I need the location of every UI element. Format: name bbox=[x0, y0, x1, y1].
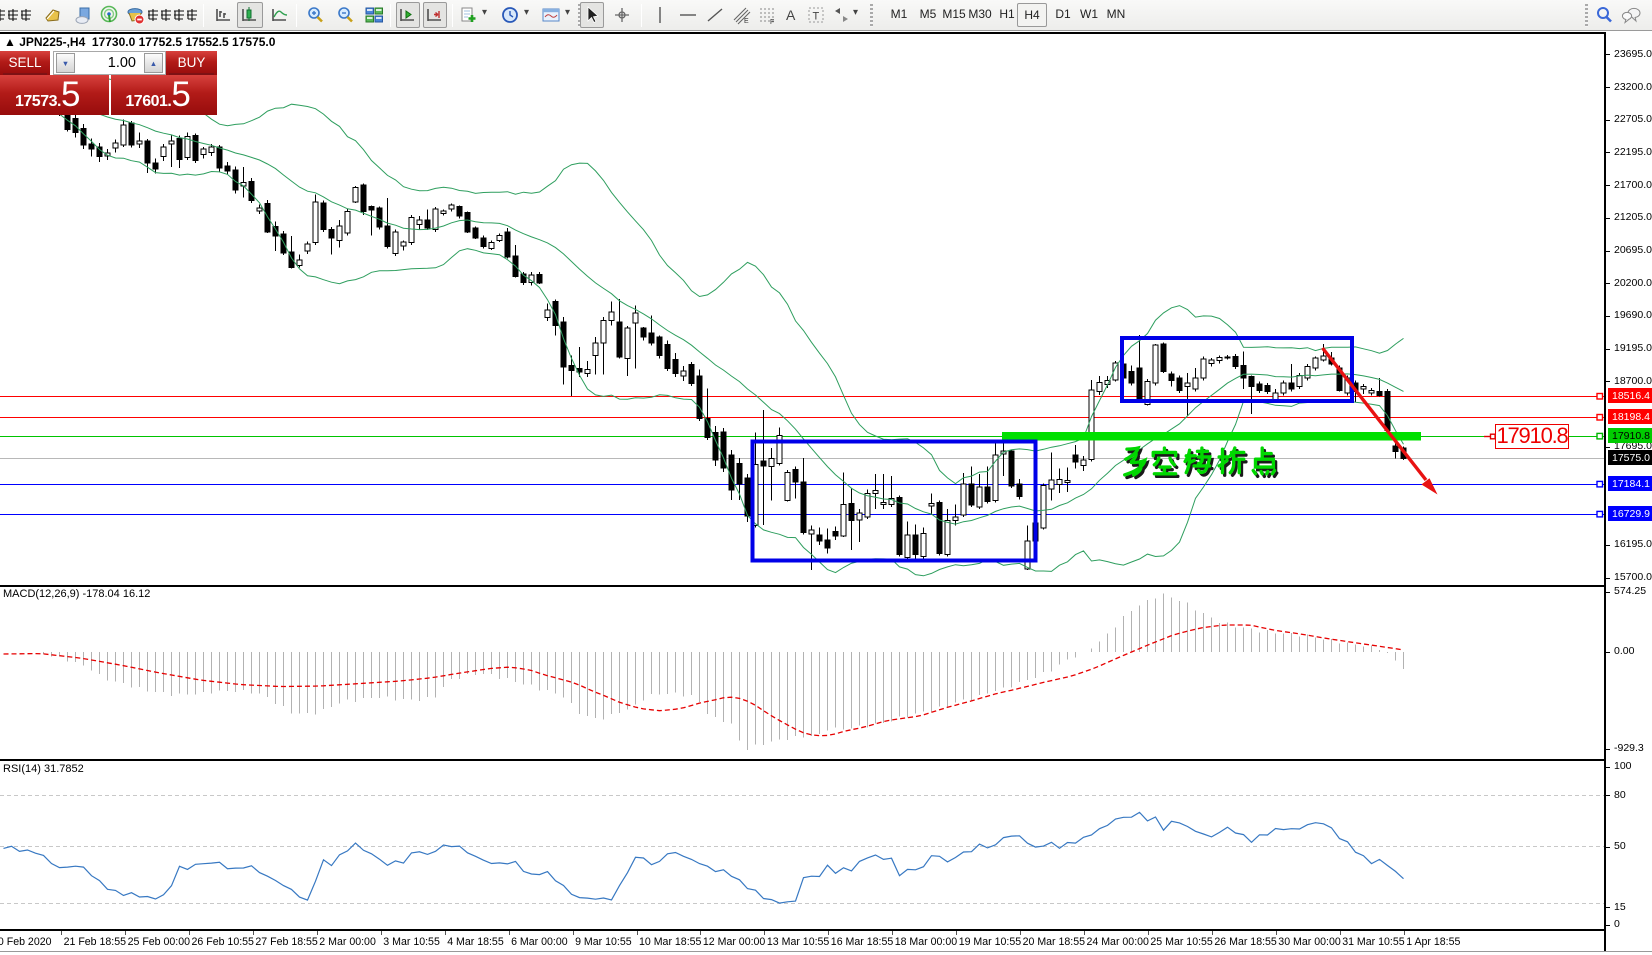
svg-text:E: E bbox=[744, 18, 749, 25]
svg-text:F: F bbox=[770, 19, 774, 25]
svg-text:T: T bbox=[813, 11, 820, 23]
svg-text:A: A bbox=[786, 7, 796, 23]
